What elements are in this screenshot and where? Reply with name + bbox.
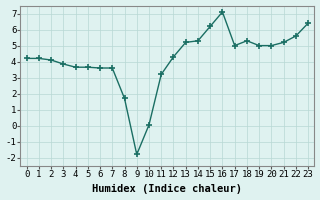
X-axis label: Humidex (Indice chaleur): Humidex (Indice chaleur)	[92, 184, 242, 194]
